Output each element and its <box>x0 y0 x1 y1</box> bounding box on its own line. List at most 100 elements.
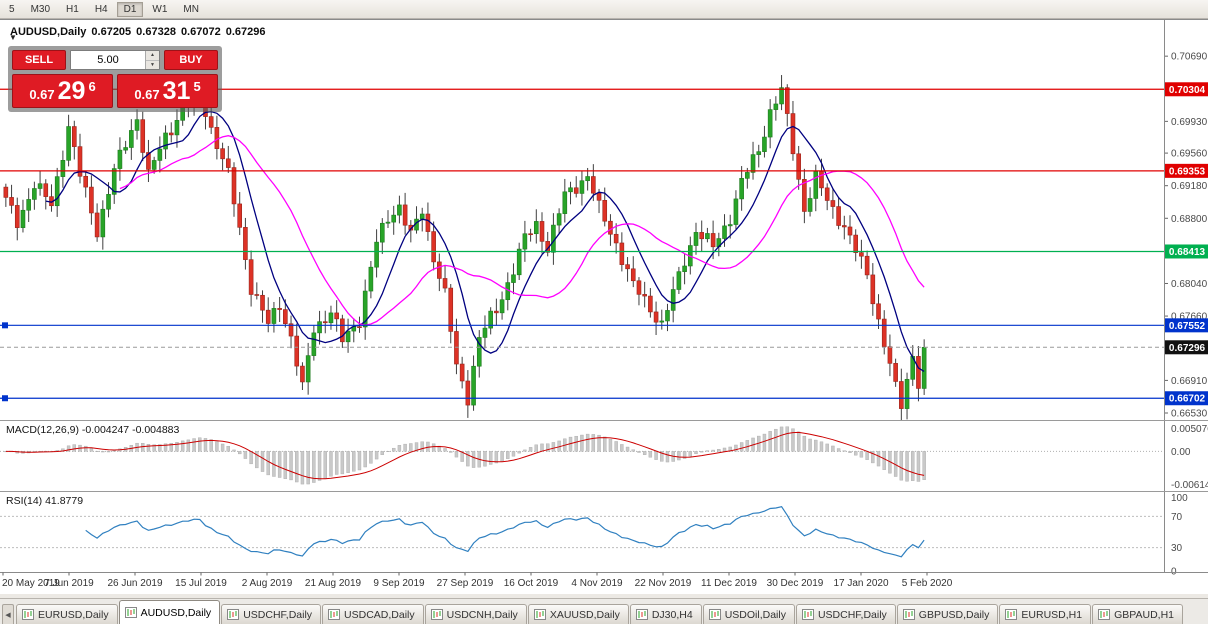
svg-text:0.69353: 0.69353 <box>1169 166 1206 177</box>
macd-label: MACD(12,26,9) -0.004247 -0.004883 <box>6 424 180 436</box>
buy-price-button[interactable]: 0.67 31 5 <box>117 74 218 108</box>
price-badge-0.70304 <box>1165 82 1208 97</box>
price-badge-0.69353 <box>1165 163 1208 178</box>
chart-tab-eurusd-h1[interactable]: EURUSD,H1 <box>999 604 1092 624</box>
ohlc-high: 0.67328 <box>136 26 176 38</box>
timeframe-button-d1[interactable]: D1 <box>116 1 144 17</box>
candles <box>3 75 927 421</box>
chart-tab-label: USDCAD,Daily <box>344 608 415 621</box>
chart-tab-icon <box>801 609 814 620</box>
price-chart-canvas[interactable]: 0.70690 0.69930 0.69560 0.69180 0.68800 0.680… <box>0 19 1208 594</box>
chart-tab-audusd-daily[interactable]: AUDUSD,Daily <box>118 600 221 624</box>
svg-text:0.68800: 0.68800 <box>1171 214 1208 225</box>
chart-tab-gbpaud-h1[interactable]: GBPAUD,H1 <box>1092 604 1183 624</box>
svg-text:26 Jun 2019: 26 Jun 2019 <box>107 578 162 589</box>
tab-scroll-left-button[interactable]: ◀ <box>2 604 14 624</box>
timeframe-button-h1[interactable]: H1 <box>59 2 86 17</box>
volume-increase-button[interactable]: ▲ <box>146 51 159 61</box>
chart-tab-icon <box>635 609 648 620</box>
chart-tab-bar: ◀ EURUSD,Daily AUDUSD,Daily USDCHF,Daily US… <box>0 598 1208 624</box>
chart-tab-label: XAUUSD,Daily <box>549 608 620 621</box>
chart-tab-icon <box>1005 609 1018 620</box>
chart-tab-label: GBPUSD,Daily <box>918 608 990 621</box>
chart-tab-usdchf-daily[interactable]: USDCHF,Daily <box>795 604 896 624</box>
svg-text:21 Aug 2019: 21 Aug 2019 <box>305 578 362 589</box>
timeframe-toolbar: 5 M30 H1 H4 D1 W1 MN <box>0 0 1208 19</box>
svg-text:0.68040: 0.68040 <box>1171 279 1208 290</box>
svg-text:0.67660: 0.67660 <box>1171 312 1208 323</box>
timeframe-button-mn[interactable]: MN <box>176 2 206 17</box>
chart-tab-icon <box>227 609 240 620</box>
price-badge-0.67296 <box>1165 340 1208 355</box>
chart-tab-icon <box>124 607 137 618</box>
rsi-label: RSI(14) 41.8779 <box>6 495 83 507</box>
svg-text:0.66910: 0.66910 <box>1171 376 1208 387</box>
symbol-period-label: AUDUSD,Daily <box>10 26 87 38</box>
chart-tab-usdchf-daily[interactable]: USDCHF,Daily <box>221 604 322 624</box>
svg-text:0.00: 0.00 <box>1171 447 1191 458</box>
svg-text:5 Feb 2020: 5 Feb 2020 <box>902 578 953 589</box>
svg-text:30: 30 <box>1171 543 1183 554</box>
ohlc-low: 0.67072 <box>180 26 221 38</box>
svg-text:0.66702: 0.66702 <box>1169 394 1206 405</box>
chart-tab-icon <box>1098 609 1111 620</box>
macd-pane: MACD(12,26,9) -0.004247 -0.004883 0.00507… <box>0 424 1208 491</box>
chart-tab-gbpusd-daily[interactable]: GBPUSD,Daily <box>896 604 999 624</box>
sell-price-pipette: 6 <box>88 79 96 94</box>
volume-input[interactable]: 5.00 ▲ ▼ <box>70 50 160 70</box>
sell-price-button[interactable]: 0.67 29 6 <box>12 74 113 108</box>
svg-text:22 Nov 2019: 22 Nov 2019 <box>635 578 692 589</box>
price-badge-0.66702 <box>1165 391 1208 406</box>
svg-text:0.005076: 0.005076 <box>1171 424 1208 435</box>
hline-handle[interactable] <box>2 395 8 402</box>
svg-text:0.66530: 0.66530 <box>1171 408 1208 419</box>
svg-text:0.70304: 0.70304 <box>1169 85 1206 96</box>
chart-tab-dj30-h4[interactable]: DJ30,H4 <box>629 604 702 624</box>
chart-tab-icon <box>328 609 341 620</box>
buy-button[interactable]: BUY <box>164 50 218 70</box>
hline-handle[interactable] <box>2 322 8 329</box>
chart-tab-label: GBPAUD,H1 <box>1114 608 1174 621</box>
chart-tab-icon <box>902 609 915 620</box>
collapse-panel-icon[interactable]: ▼ <box>9 33 17 42</box>
chart-tab-label: AUDUSD,Daily <box>140 606 212 619</box>
chart-tab-usdcnh-daily[interactable]: USDCNH,Daily <box>424 604 527 624</box>
macd-signal-line <box>5 431 925 480</box>
buy-price-pipette: 5 <box>193 79 201 94</box>
chart-tab-xauusd-daily[interactable]: XAUUSD,Daily <box>527 604 629 624</box>
moving-average-8-line <box>45 110 925 372</box>
svg-text:0.70690: 0.70690 <box>1171 52 1208 63</box>
chart-title: AUDUSD,Daily 0.67205 0.67328 0.67072 0.67296 <box>10 26 270 38</box>
svg-text:-0.006142: -0.006142 <box>1171 480 1208 491</box>
svg-text:0.68413: 0.68413 <box>1169 247 1206 258</box>
svg-text:0.69180: 0.69180 <box>1171 181 1208 192</box>
svg-text:11 Dec 2019: 11 Dec 2019 <box>701 578 757 589</box>
chart-tab-eurusd-daily[interactable]: EURUSD,Daily <box>16 604 118 624</box>
chart-tab-icon <box>708 609 721 620</box>
timeframe-button-w1[interactable]: W1 <box>145 2 174 17</box>
svg-text:20 May 2019: 20 May 2019 <box>2 578 60 589</box>
trade-panel-price-row: 0.67 29 6 0.67 31 5 <box>12 74 218 108</box>
horizontal-level-lines <box>0 88 1164 402</box>
volume-decrease-button[interactable]: ▼ <box>146 60 159 69</box>
buy-price-prefix: 0.67 <box>134 87 160 102</box>
svg-text:7 Jun 2019: 7 Jun 2019 <box>44 578 94 589</box>
chart-tab-icon <box>430 609 443 620</box>
timeframe-button-m5[interactable]: 5 <box>2 2 22 17</box>
volume-spinner: ▲ ▼ <box>145 51 159 69</box>
timeframe-button-h4[interactable]: H4 <box>88 2 115 17</box>
chart-tab-label: USDCNH,Daily <box>446 608 518 621</box>
ohlc-close: 0.67296 <box>225 26 266 38</box>
chart-tab-usdcad-daily[interactable]: USDCAD,Daily <box>322 604 424 624</box>
volume-value[interactable]: 5.00 <box>97 54 119 66</box>
chart-tab-icon <box>22 609 34 620</box>
chart-tab-usdoil-daily[interactable]: USDOil,Daily <box>702 604 795 624</box>
rsi-line <box>85 506 925 558</box>
price-badge-0.68413 <box>1165 244 1208 259</box>
chart-tab-label: USDCHF,Daily <box>243 608 313 621</box>
svg-text:0.67552: 0.67552 <box>1169 321 1206 332</box>
timeframe-button-m30[interactable]: M30 <box>24 2 57 17</box>
chart-tab-label: USDOil,Daily <box>724 608 786 621</box>
sell-button[interactable]: SELL <box>12 50 66 70</box>
